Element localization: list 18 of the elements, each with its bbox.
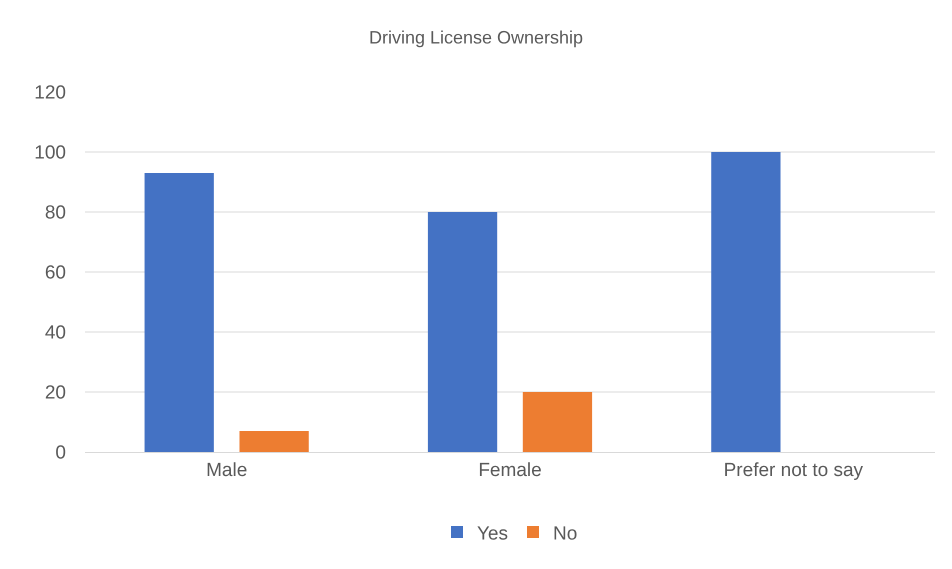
x-tick-label: Female [478, 460, 542, 481]
y-tick-label: 0 [55, 442, 66, 464]
x-tick-label: Male [206, 460, 248, 481]
y-tick-label: 60 [44, 262, 66, 284]
bar [144, 173, 214, 452]
y-tick-label: 80 [44, 202, 66, 224]
y-tick-label: 20 [44, 382, 66, 404]
bar [428, 212, 498, 452]
y-tick-label: 100 [34, 142, 66, 164]
x-tick-label: Prefer not to say [724, 460, 864, 481]
legend-label: No [553, 523, 578, 544]
bar [711, 152, 781, 452]
bar [522, 392, 592, 452]
chart-title: Driving License Ownership [368, 27, 584, 48]
y-tick-label: 120 [34, 82, 66, 104]
legend-label: Yes [477, 523, 508, 544]
y-tick-label: 40 [44, 322, 66, 344]
bar [239, 431, 309, 452]
